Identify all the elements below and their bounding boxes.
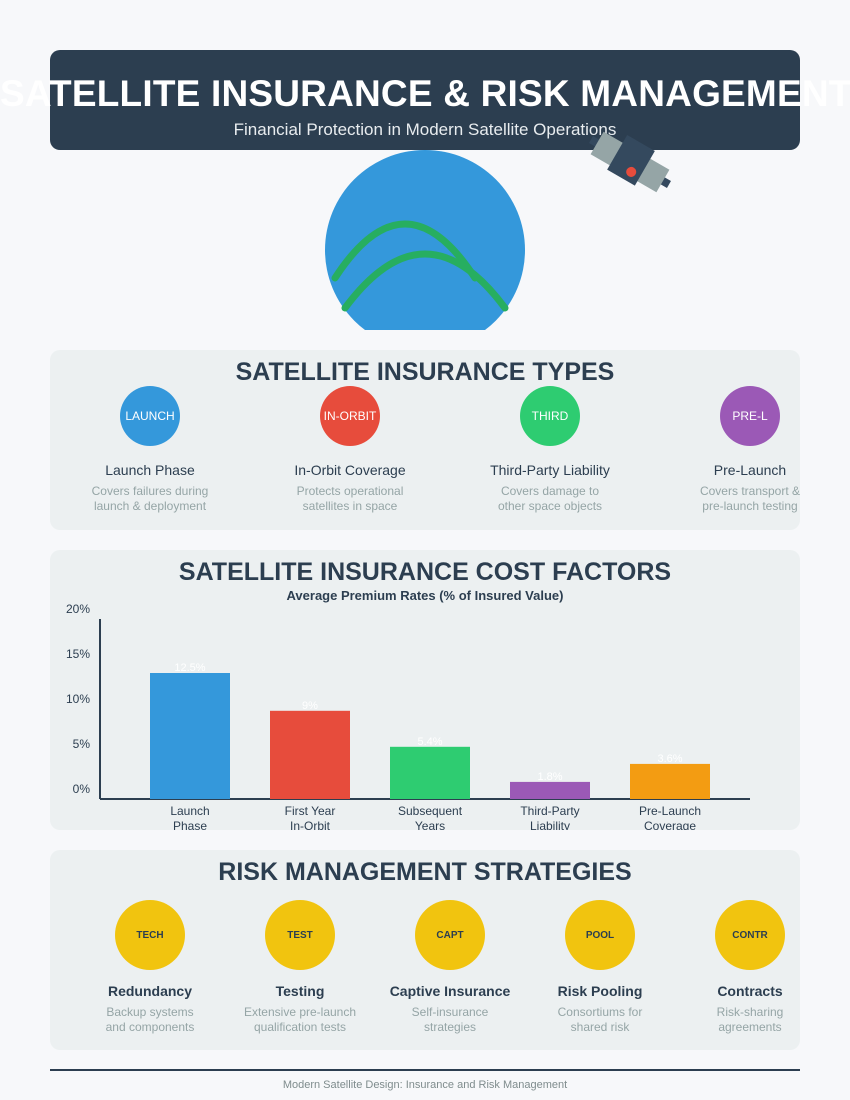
insurance-type-name: Third-Party Liability (490, 462, 610, 478)
description-line: Covers failures during (91, 484, 209, 498)
insurance-types-title: SATELLITE INSURANCE TYPES (235, 358, 615, 386)
insurance-type-description: Covers damage to other space objects (450, 484, 650, 514)
description-line: other space objects (497, 499, 603, 513)
risk-strategy-name: Redundancy (107, 983, 192, 999)
description-line: Consortiums for (557, 1005, 643, 1019)
description-line: strategies (423, 1020, 477, 1034)
risk-strategies-card: RISK MANAGEMENT STRATEGIES TECH Redundanc… (50, 850, 800, 1050)
cost-factors-card: SATELLITE INSURANCE COST FACTORS Average… (50, 550, 800, 830)
description-line: Extensive pre-launch (243, 1005, 357, 1019)
risk-strategy-badge: TECH (115, 900, 185, 970)
insurance-type-name: Pre-Launch (713, 462, 787, 478)
risk-strategies-title: RISK MANAGEMENT STRATEGIES (218, 858, 632, 886)
insurance-type-description: Covers transport & pre-launch testing (650, 484, 850, 514)
risk-strategy-item: POOL Risk Pooling Consortiums for shared ri… (525, 900, 675, 1035)
risk-strategy-badge: TEST (265, 900, 335, 970)
insurance-type-badge: IN-ORBIT (320, 386, 380, 446)
x-tick-label: Coverage (644, 819, 696, 830)
y-tick-label: 0% (73, 782, 91, 796)
footer-divider (50, 1069, 800, 1071)
header-banner (50, 50, 800, 150)
bar (510, 781, 590, 799)
description-line: shared risk (570, 1020, 630, 1034)
page-subtitle: Financial Protection in Modern Satellite… (233, 120, 617, 139)
description-line: agreements (718, 1020, 782, 1034)
description-line: Risk-sharing (716, 1005, 784, 1019)
bar-data-label: 9% (302, 700, 318, 712)
description-line: qualification tests (253, 1020, 347, 1034)
risk-strategy-item: CONTR Contracts Risk-sharing agreements (675, 900, 825, 1035)
risk-strategy-badge: CONTR (715, 900, 785, 970)
bar-data-label: 3.6% (657, 753, 682, 765)
risk-strategy-item: CAPT Captive Insurance Self-insurance strat… (375, 900, 525, 1035)
x-tick-label: Subsequent (398, 804, 463, 818)
risk-strategy-item: TECH Redundancy Backup systems and componen… (75, 900, 225, 1035)
description-line: Backup systems (106, 1005, 194, 1019)
risk-strategy-description: Backup systems and components (75, 1005, 225, 1035)
x-tick-label: In-Orbit (290, 819, 331, 830)
description-line: Covers damage to (500, 484, 600, 498)
description-line: Protects operational (296, 484, 404, 498)
bar (630, 763, 710, 799)
risk-strategy-description: Consortiums for shared risk (525, 1005, 675, 1035)
risk-strategy-badge: POOL (565, 900, 635, 970)
x-tick-label: Liability (530, 819, 570, 830)
insurance-type-badge: PRE-L (720, 386, 780, 446)
bar-data-label: 5.4% (417, 736, 442, 748)
risk-strategy-item: TEST Testing Extensive pre-launch qualifica… (225, 900, 375, 1035)
insurance-type-description: Covers failures during launch & deploymen… (50, 484, 250, 514)
page-title: SATELLITE INSURANCE & RISK MANAGEMENT (0, 73, 850, 114)
insurance-type-item: PRE-L Pre-Launch Covers transport & pre-lau… (650, 386, 850, 514)
bar-data-label: 1.8% (537, 771, 562, 783)
bar (390, 746, 470, 799)
x-tick-label: Launch (170, 804, 209, 818)
y-tick-label: 5% (73, 737, 91, 751)
insurance-type-item: LAUNCH Launch Phase Covers failures during… (50, 386, 250, 514)
insurance-types-card: SATELLITE INSURANCE TYPES LAUNCH Launch P… (50, 350, 800, 530)
description-line: and components (105, 1020, 195, 1034)
y-tick-label: 20% (66, 602, 90, 616)
insurance-type-name: In-Orbit Coverage (294, 462, 406, 478)
bar (270, 710, 350, 799)
x-tick-label: Pre-Launch (639, 804, 701, 818)
risk-strategy-name: Testing (275, 983, 325, 999)
footer-text: Modern Satellite Design: Insurance and R… (282, 1079, 568, 1091)
chart-title: Average Premium Rates (% of Insured Valu… (286, 588, 564, 603)
x-tick-label: Years (415, 819, 445, 830)
description-line: Self-insurance (411, 1005, 489, 1019)
description-line: Covers transport & (699, 484, 801, 498)
risk-strategy-description: Extensive pre-launch qualification tests (225, 1005, 375, 1035)
hero-illustration (325, 131, 671, 330)
insurance-type-badge: LAUNCH (120, 386, 180, 446)
satellite-icon (589, 131, 671, 193)
bar-data-label: 12.5% (174, 662, 205, 674)
cost-factors-title: SATELLITE INSURANCE COST FACTORS (178, 558, 672, 586)
y-tick-label: 10% (66, 692, 90, 706)
bar (150, 673, 230, 799)
globe-icon (325, 150, 525, 330)
risk-strategy-badge: CAPT (415, 900, 485, 970)
insurance-type-item: IN-ORBIT In-Orbit Coverage Protects operat… (250, 386, 450, 514)
risk-strategy-name: Captive Insurance (389, 983, 511, 999)
insurance-type-name: Launch Phase (105, 462, 195, 478)
description-line: pre-launch testing (702, 499, 798, 513)
insurance-type-badge: THIRD (520, 386, 580, 446)
description-line: satellites in space (302, 499, 398, 513)
risk-strategy-name: Contracts (717, 983, 783, 999)
x-tick-label: Third-Party (520, 804, 579, 818)
risk-strategy-name: Risk Pooling (557, 983, 643, 999)
risk-strategy-description: Self-insurance strategies (375, 1005, 525, 1035)
insurance-type-description: Protects operational satellites in space (250, 484, 450, 514)
y-tick-label: 15% (66, 647, 90, 661)
description-line: launch & deployment (93, 499, 207, 513)
x-tick-label: First Year (285, 804, 336, 818)
x-tick-label: Phase (173, 819, 207, 830)
risk-strategy-description: Risk-sharing agreements (675, 1005, 825, 1035)
insurance-type-item: THIRD Third-Party Liability Covers damage … (450, 386, 650, 514)
